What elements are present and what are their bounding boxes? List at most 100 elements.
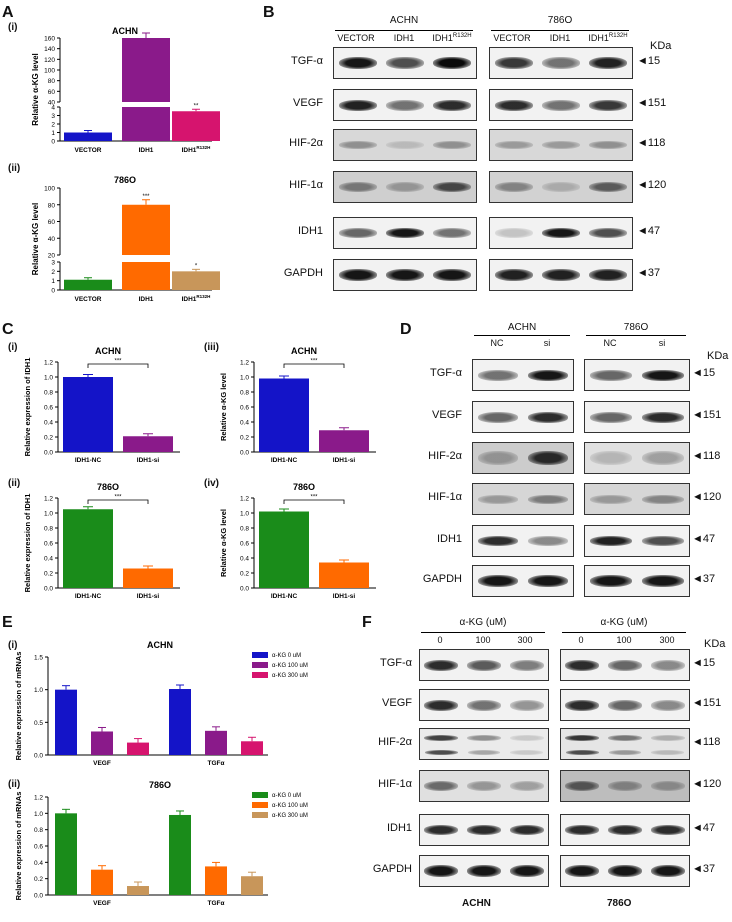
lane-label: 300 bbox=[517, 635, 533, 645]
bar bbox=[127, 886, 149, 895]
blot-membrane bbox=[333, 217, 477, 249]
group-label: ACHN bbox=[507, 322, 537, 333]
blot-band bbox=[565, 699, 600, 711]
blot-row-label: GAPDH bbox=[372, 863, 412, 875]
y-tick-label: 140 bbox=[44, 46, 55, 53]
blot-band bbox=[509, 825, 544, 835]
blot-band bbox=[386, 228, 424, 238]
chart-c-iv: 786O Relative α-KG level 0.0 0.2 0.4 0.6 0.8 1.… bbox=[219, 482, 376, 600]
lane-label: 0 bbox=[578, 635, 584, 645]
blot-row-label: HIF-1α bbox=[289, 179, 323, 191]
y-tick-label: 60 bbox=[48, 89, 56, 96]
western-blot-panel-b: KDa TGF-α ◄15 VEGF ◄151 HIF-2α ◄118 HIF-1α ◄120 I… bbox=[263, 0, 732, 300]
blot-band bbox=[590, 494, 632, 504]
blot-membrane bbox=[419, 649, 549, 681]
molecular-weight-marker: ◄47 bbox=[692, 533, 716, 545]
lane-label: VECTOR bbox=[493, 33, 531, 43]
blot-band bbox=[566, 750, 599, 755]
bar bbox=[205, 730, 227, 755]
y-tick-label: 100 bbox=[44, 186, 55, 193]
y-tick-label: 1.2 bbox=[34, 795, 43, 802]
blot-band bbox=[386, 57, 424, 69]
blot-row-label: TGF-α bbox=[429, 367, 462, 379]
legend-swatch bbox=[252, 802, 268, 808]
blot-band bbox=[433, 228, 472, 238]
bar bbox=[91, 731, 113, 755]
blot-band bbox=[338, 269, 377, 281]
y-tick-label: 0.4 bbox=[34, 860, 43, 867]
blot-membrane bbox=[489, 89, 633, 121]
molecular-weight-marker: ◄118 bbox=[637, 137, 666, 149]
panel-label-d: D bbox=[400, 321, 412, 338]
legend-entry: α-KG 100 uM bbox=[272, 803, 308, 809]
chart-c-i: ACHN Relative expression of IDH1 0.0 0.2 0.4… bbox=[23, 346, 180, 464]
blot-row-label: TGF-α bbox=[290, 55, 323, 67]
lane-label: 0 bbox=[437, 635, 443, 645]
lane-label: si bbox=[658, 338, 666, 348]
blot-membrane bbox=[584, 359, 690, 391]
bar bbox=[205, 866, 227, 895]
y-tick-label: 0.8 bbox=[240, 390, 249, 397]
lane-label: NC bbox=[603, 338, 617, 348]
blot-band bbox=[590, 575, 632, 587]
blot-band bbox=[424, 781, 459, 791]
y-tick-label: 0.8 bbox=[44, 390, 53, 397]
blot-membrane bbox=[333, 47, 477, 79]
blot-band bbox=[338, 228, 377, 238]
blot-band bbox=[424, 659, 459, 671]
blot-membrane bbox=[560, 689, 690, 721]
legend-swatch bbox=[252, 672, 268, 678]
blot-band bbox=[528, 536, 568, 546]
y-tick-label: 0.2 bbox=[240, 571, 249, 578]
y-tick-label: 0.4 bbox=[240, 420, 249, 427]
bar bbox=[123, 436, 173, 452]
sublabel-a-ii: (ii) bbox=[8, 163, 21, 174]
blot-row-label: IDH1 bbox=[386, 822, 412, 834]
blot-band bbox=[509, 781, 544, 791]
blot-band bbox=[650, 735, 685, 741]
x-tick-label: IDH1R132H bbox=[182, 294, 211, 303]
group-label: 786O bbox=[547, 15, 573, 26]
blot-band bbox=[607, 865, 643, 877]
chart-title: 786O bbox=[293, 482, 315, 492]
group-underline bbox=[335, 30, 473, 31]
blot-band bbox=[642, 536, 684, 546]
legend-entry: α-KG 300 uM bbox=[272, 673, 308, 679]
y-tick-label: 100 bbox=[44, 68, 55, 75]
blot-band bbox=[608, 750, 642, 755]
legend-swatch bbox=[252, 652, 268, 658]
y-axis-label: Relative expression of mRNAs bbox=[14, 652, 23, 761]
lane-label: IDH1R132H bbox=[432, 33, 472, 43]
blot-band bbox=[589, 57, 628, 69]
chart-c-ii: 786O Relative expression of IDH1 0.0 0.2 0.4… bbox=[23, 482, 180, 600]
blot-membrane bbox=[333, 171, 477, 203]
blot-band bbox=[528, 369, 568, 381]
y-axis-label: Relative expression of mRNAs bbox=[14, 792, 23, 901]
blot-membrane bbox=[560, 855, 690, 887]
western-blot-panel-d: KDa TGF-α ◄15 VEGF ◄151 HIF-2α ◄118 HIF-1α ◄120 I… bbox=[400, 320, 732, 600]
legend-entry: α-KG 0 uM bbox=[272, 793, 301, 799]
bar bbox=[172, 271, 220, 290]
bar-upper bbox=[122, 38, 170, 102]
blot-membrane bbox=[560, 770, 690, 802]
kda-label: KDa bbox=[707, 350, 729, 362]
blot-band bbox=[590, 536, 632, 546]
blot-membrane bbox=[472, 401, 574, 433]
significance-bracket bbox=[87, 499, 149, 504]
cell-line-label: 786O bbox=[607, 898, 632, 909]
y-tick-label: 0.8 bbox=[44, 526, 53, 533]
y-tick-label: 1.2 bbox=[44, 360, 53, 367]
blot-membrane bbox=[584, 442, 690, 474]
blot-band bbox=[589, 99, 628, 111]
y-tick-label: 120 bbox=[44, 57, 55, 64]
y-tick-label: 0.6 bbox=[44, 541, 53, 548]
panel-label-e: E bbox=[2, 614, 13, 631]
y-axis-label: Relative α-KG level bbox=[219, 373, 228, 441]
blot-band bbox=[590, 411, 632, 423]
group-label: 786O bbox=[623, 322, 649, 333]
blot-band bbox=[509, 735, 544, 741]
blot-band bbox=[589, 182, 628, 192]
blot-band bbox=[338, 141, 377, 149]
blot-band bbox=[589, 228, 628, 238]
blot-band bbox=[433, 141, 472, 149]
